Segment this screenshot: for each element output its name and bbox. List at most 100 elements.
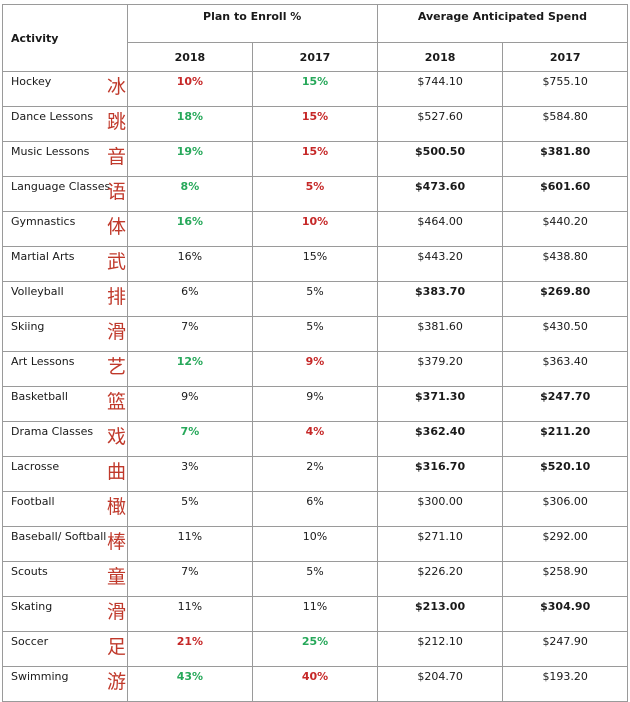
activity-name: Skating xyxy=(11,600,53,613)
spend-2017-cell: $193.20 xyxy=(502,666,628,702)
activity-cell: Baseball/ Softball棒球 xyxy=(2,526,128,562)
spend-2017-cell: $211.20 xyxy=(502,421,628,457)
spend-2018-cell: $527.60 xyxy=(376,106,504,142)
enroll-2018-header: 2018 xyxy=(126,42,254,72)
enroll-2018-cell: 16% xyxy=(126,211,254,247)
spend-2017-cell: $258.90 xyxy=(502,561,628,597)
spend-2018-cell: $379.20 xyxy=(376,351,504,387)
activity-name: Lacrosse xyxy=(11,460,60,473)
table-row: Lacrosse 曲棍球3%2%$316.70$520.10 xyxy=(2,456,628,492)
activity-name: Art Lessons xyxy=(11,355,75,368)
spend-2018-cell: $443.20 xyxy=(376,246,504,282)
enroll-2017-cell: 11% xyxy=(252,596,378,632)
activity-name: Football xyxy=(11,495,55,508)
table-row: Skating滑冰11%11%$213.00$304.90 xyxy=(2,596,628,632)
activity-cell: Lacrosse 曲棍球 xyxy=(2,456,128,492)
enroll-2017-cell: 9% xyxy=(252,386,378,422)
table-row: Hockey 冰球10%15%$744.10$755.10 xyxy=(2,71,628,107)
activity-cell: Basketball 篮球 xyxy=(2,386,128,422)
spend-2017-cell: $304.90 xyxy=(502,596,628,632)
enroll-2018-cell: 3% xyxy=(126,456,254,492)
spend-2018-cell: $362.40 xyxy=(376,421,504,457)
spend-2017-cell: $430.50 xyxy=(502,316,628,352)
enroll-2018-cell: 11% xyxy=(126,526,254,562)
activity-name: Soccer xyxy=(11,635,49,648)
enroll-2017-header: 2017 xyxy=(252,42,378,72)
enroll-2017-cell: 40% xyxy=(252,666,378,702)
table-row: Gymnastics 体操16%10%$464.00$440.20 xyxy=(2,211,628,247)
spend-2018-cell: $226.20 xyxy=(376,561,504,597)
activity-chinese-label: 滑冰 xyxy=(107,601,128,623)
activity-name: Drama Classes xyxy=(11,425,94,438)
spend-2018-cell: $212.10 xyxy=(376,631,504,667)
activity-name: Scouts xyxy=(11,565,48,578)
activity-name: Swimming xyxy=(11,670,69,683)
table-row: Soccer 足球21%25%$212.10$247.90 xyxy=(2,631,628,667)
enroll-2017-cell: 10% xyxy=(252,526,378,562)
spend-2017-cell: $269.80 xyxy=(502,281,628,317)
spend-2017-cell: $438.80 xyxy=(502,246,628,282)
activity-chinese-label: 曲棍球 xyxy=(107,461,128,483)
activity-cell: Drama Classes 戏剧 xyxy=(2,421,128,457)
spend-2017-cell: $381.80 xyxy=(502,141,628,177)
enroll-2018-cell: 12% xyxy=(126,351,254,387)
spend-2017-cell: $306.00 xyxy=(502,491,628,527)
table-row: Swimming 游泳43%40%$204.70$193.20 xyxy=(2,666,628,702)
enroll-2018-cell: 18% xyxy=(126,106,254,142)
activity-name: Baseball/ Softball xyxy=(11,530,107,543)
spend-2018-cell: $381.60 xyxy=(376,316,504,352)
spend-2017-cell: $247.70 xyxy=(502,386,628,422)
activity-chinese-label: 童子军 xyxy=(107,566,128,588)
enroll-2018-cell: 16% xyxy=(126,246,254,282)
enroll-2018-cell: 5% xyxy=(126,491,254,527)
activity-name: Gymnastics xyxy=(11,215,76,228)
table-row: Football 橄榄球5%6%$300.00$306.00 xyxy=(2,491,628,527)
activity-cell: Language Classes语言 xyxy=(2,176,128,212)
enroll-2018-cell: 7% xyxy=(126,316,254,352)
enroll-2018-cell: 21% xyxy=(126,631,254,667)
enroll-2017-cell: 10% xyxy=(252,211,378,247)
enroll-2018-cell: 19% xyxy=(126,141,254,177)
activity-cell: Swimming 游泳 xyxy=(2,666,128,702)
enroll-2017-cell: 5% xyxy=(252,316,378,352)
spend-2017-cell: $292.00 xyxy=(502,526,628,562)
avg-spend-header: Average Anticipated Spend xyxy=(376,4,629,43)
enroll-2017-cell: 15% xyxy=(252,246,378,282)
activity-chinese-label: 篮球 xyxy=(107,391,128,413)
activity-chinese-label: 棒球 xyxy=(107,531,128,553)
plan-to-enroll-header: Plan to Enroll % xyxy=(126,4,378,43)
enroll-2018-cell: 43% xyxy=(126,666,254,702)
enroll-2017-cell: 5% xyxy=(252,561,378,597)
spend-2018-cell: $500.50 xyxy=(376,141,504,177)
enroll-2018-cell: 10% xyxy=(126,71,254,107)
table-row: Martial Arts 武术16%15%$443.20$438.80 xyxy=(2,246,628,282)
activity-cell: Skiing 滑雪 xyxy=(2,316,128,352)
activity-name: Volleyball xyxy=(11,285,64,298)
table-row: Language Classes语言8%5%$473.60$601.60 xyxy=(2,176,628,212)
enroll-2017-cell: 15% xyxy=(252,71,378,107)
activity-chinese-label: 跳舞 xyxy=(107,111,128,133)
spend-2018-cell: $371.30 xyxy=(376,386,504,422)
spend-2017-cell: $584.80 xyxy=(502,106,628,142)
enroll-2017-cell: 25% xyxy=(252,631,378,667)
activity-chinese-label: 排球 xyxy=(107,286,128,308)
activity-chinese-label: 橄榄球 xyxy=(107,496,128,518)
enroll-2017-cell: 15% xyxy=(252,106,378,142)
enroll-2017-cell: 2% xyxy=(252,456,378,492)
spend-2018-cell: $473.60 xyxy=(376,176,504,212)
activity-cell: Football 橄榄球 xyxy=(2,491,128,527)
enroll-2018-cell: 8% xyxy=(126,176,254,212)
activity-name: Music Lessons xyxy=(11,145,90,158)
table-row: Drama Classes 戏剧7%4%$362.40$211.20 xyxy=(2,421,628,457)
table-row: Baseball/ Softball棒球11%10%$271.10$292.00 xyxy=(2,526,628,562)
activity-chinese-label: 艺术 xyxy=(107,356,128,378)
activity-cell: Music Lessons 音乐 xyxy=(2,141,128,177)
activity-cell: Soccer 足球 xyxy=(2,631,128,667)
spend-2017-cell: $440.20 xyxy=(502,211,628,247)
enroll-2017-cell: 6% xyxy=(252,491,378,527)
activity-name: Hockey xyxy=(11,75,52,88)
activity-cell: Hockey 冰球 xyxy=(2,71,128,107)
activity-cell: Skating 滑冰 xyxy=(2,596,128,632)
activity-chinese-label: 冰球 xyxy=(107,76,128,98)
activity-cell: Dance Lessons 跳舞 xyxy=(2,106,128,142)
